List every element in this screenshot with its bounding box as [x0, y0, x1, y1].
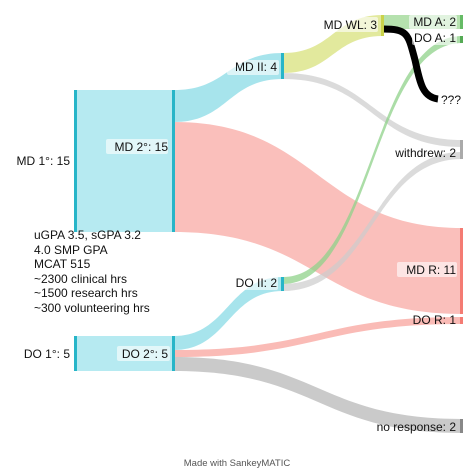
node-bar-mdr	[460, 228, 463, 314]
flow-do2-dor	[174, 317, 462, 357]
label-unknown: ???	[441, 93, 461, 107]
label-do2: DO 2°: 5	[122, 347, 168, 361]
node-bar-do2	[172, 336, 175, 371]
node-bar-doa	[460, 36, 463, 43]
flow-md2-mdr	[174, 122, 462, 314]
label-mdwl: MD WL: 3	[324, 18, 378, 32]
node-bar-do1	[74, 336, 77, 371]
label-noresp: no response: 2	[377, 420, 457, 434]
node-bar-md1	[74, 90, 77, 232]
node-bar-mdwl	[381, 15, 384, 36]
flow-mdii-withdrew	[283, 73, 462, 147]
label-withdrew: withdrew: 2	[394, 146, 456, 160]
flow-mdwl-unknown	[382, 25, 439, 103]
label-do1: DO 1°: 5	[24, 347, 70, 361]
label-md2: MD 2°: 15	[115, 140, 169, 154]
node-bar-noresp	[460, 419, 463, 433]
label-md1: MD 1°: 15	[17, 154, 71, 168]
footer-credit: Made with SankeyMATIC	[184, 458, 291, 469]
label-dor: DO R: 1	[413, 313, 457, 327]
node-bar-dor	[460, 317, 463, 324]
flow-doii-doa	[283, 36, 462, 284]
node-bar-doii	[281, 277, 284, 291]
label-mdii: MD II: 4	[235, 60, 277, 74]
stat-gpa: uGPA 3.5, sGPA 3.2	[34, 228, 141, 242]
flow-do2-noresp	[174, 357, 462, 433]
label-doa: DO A: 1	[414, 31, 456, 45]
stat-clinical: ~2300 clinical hrs	[34, 271, 128, 286]
label-doii: DO II: 2	[236, 276, 278, 290]
stat-mcat: MCAT 515	[34, 257, 91, 272]
flow-do2-doii	[174, 277, 283, 350]
stat-volunteering: ~300 volunteering hrs	[34, 300, 150, 315]
label-mdr: MD R: 11	[406, 263, 456, 277]
label-mda: MD A: 2	[413, 15, 456, 29]
flow-md1-md2	[76, 90, 174, 232]
stat-smp-gpa: 4.0 SMP GPA	[34, 242, 108, 257]
node-bar-mda	[460, 15, 463, 29]
flow-doii-withdrew	[283, 152, 462, 291]
applicant-stats: uGPA 3.5, sGPA 3.2 4.0 SMP GPA MCAT 515 …	[34, 228, 150, 316]
node-bar-withdrew	[460, 140, 463, 159]
node-bar-md2	[172, 90, 175, 232]
node-bar-mdii	[281, 53, 284, 79]
stat-research: ~1500 research hrs	[34, 286, 138, 301]
